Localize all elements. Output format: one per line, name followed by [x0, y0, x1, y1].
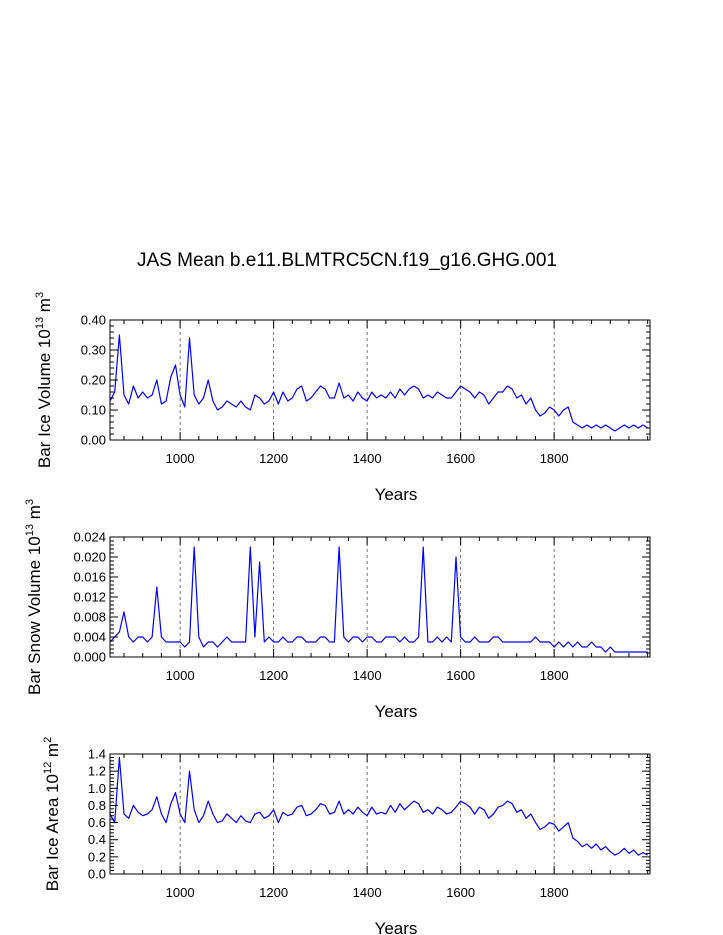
y-tick-label: 0.0 — [88, 867, 106, 882]
y-tick-label: 1.2 — [88, 764, 106, 779]
y-axis-title-superscript: 2 — [42, 737, 54, 743]
y-tick-label: 0.00 — [81, 433, 106, 448]
y-tick-label: 0.2 — [88, 849, 106, 864]
y-axis-title: Bar Ice Volume 1013 m3 — [34, 292, 54, 468]
y-tick-label: 0.024 — [73, 530, 106, 545]
x-tick-label: 1400 — [353, 668, 382, 683]
plot-frame — [109, 536, 651, 658]
x-axis-title: Years — [375, 919, 418, 935]
y-tick-label: 0.4 — [88, 832, 106, 847]
x-axis-title: Years — [375, 485, 418, 504]
x-tick-label: 1000 — [166, 668, 195, 683]
x-tick-label: 1600 — [446, 668, 475, 683]
y-axis-title-part: m — [43, 743, 62, 762]
y-axis-title-superscript: 13 — [34, 317, 46, 329]
y-axis-title-superscript: 3 — [24, 499, 36, 505]
y-tick-label: 0.016 — [73, 570, 106, 585]
x-tick-label: 1800 — [540, 668, 569, 683]
y-tick-label: 0.000 — [73, 650, 106, 665]
y-tick-label: 0.6 — [88, 815, 106, 830]
y-tick-label: 0.40 — [81, 313, 106, 328]
y-tick-label: 0.020 — [73, 550, 106, 565]
x-tick-label: 1800 — [540, 885, 569, 900]
y-tick-label: 1.4 — [88, 747, 106, 762]
y-axis-title-part: Bar Snow Volume 10 — [25, 536, 44, 695]
series-line — [109, 334, 649, 432]
x-tick-label: 1400 — [353, 885, 382, 900]
y-axis-title-part: m — [35, 298, 54, 317]
y-axis-title: Bar Snow Volume 1013 m3 — [24, 499, 44, 695]
y-tick-label: 0.008 — [73, 610, 106, 625]
x-tick-label: 1600 — [446, 885, 475, 900]
y-axis-title-part: Bar Ice Volume 10 — [35, 329, 54, 468]
plot-frame — [109, 753, 651, 875]
y-axis-title-superscript: 3 — [34, 292, 46, 298]
x-tick-label: 1200 — [259, 451, 288, 466]
y-tick-label: 0.10 — [81, 403, 106, 418]
y-tick-label: 0.30 — [81, 343, 106, 358]
y-axis-title-superscript: 12 — [42, 762, 54, 774]
series-line — [109, 756, 648, 856]
x-tick-label: 1200 — [259, 668, 288, 683]
y-tick-label: 1.0 — [88, 781, 106, 796]
x-tick-label: 1000 — [166, 451, 195, 466]
y-tick-label: 0.20 — [81, 373, 106, 388]
plot-frame — [109, 319, 651, 441]
y-tick-label: 0.8 — [88, 798, 106, 813]
y-axis-title: Bar Ice Area 1012 m2 — [42, 737, 62, 891]
x-axis-title: Years — [375, 702, 418, 721]
y-axis-title-superscript: 13 — [24, 524, 36, 536]
x-tick-label: 1400 — [353, 451, 382, 466]
y-axis-title-part: m — [25, 505, 44, 524]
y-tick-label: 0.004 — [73, 630, 106, 645]
y-axis-title-part: Bar Ice Area 10 — [43, 774, 62, 891]
x-tick-label: 1000 — [166, 885, 195, 900]
x-tick-label: 1200 — [259, 885, 288, 900]
x-tick-label: 1800 — [540, 451, 569, 466]
x-tick-label: 1600 — [446, 451, 475, 466]
series-line — [109, 546, 648, 653]
figure-title: JAS Mean b.e11.BLMTRC5CN.f19_g16.GHG.001 — [137, 250, 557, 271]
y-tick-label: 0.012 — [73, 590, 106, 605]
